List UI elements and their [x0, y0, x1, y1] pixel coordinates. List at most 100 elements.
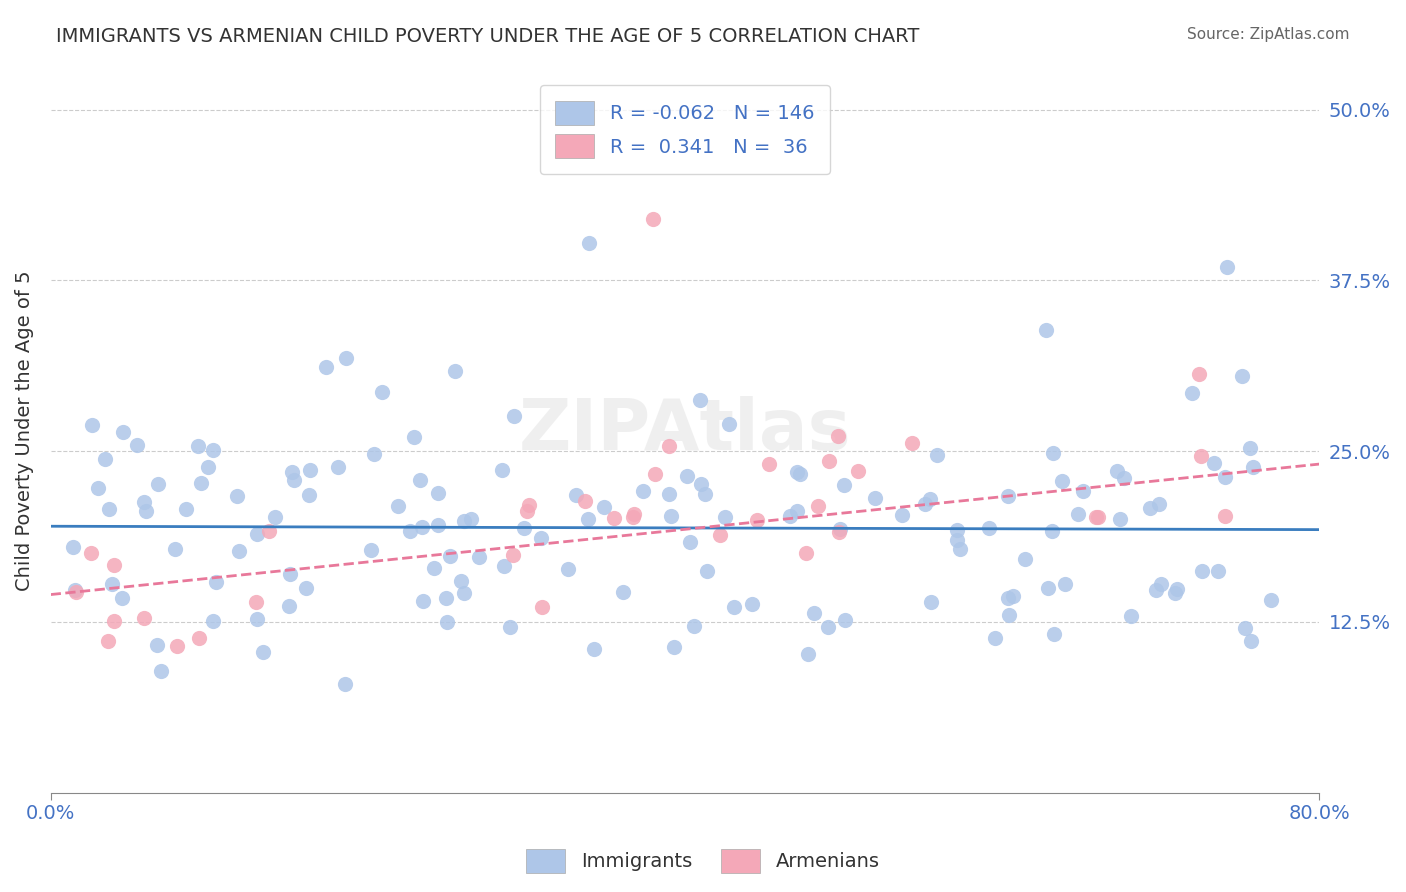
Point [409, 474, 432, 488]
Point [998, 607, 1021, 622]
Point [662, 640, 685, 655]
Point [696, 564, 718, 578]
Point [197, 459, 219, 474]
Point [1213, 508, 1236, 523]
Point [263, 510, 285, 524]
Point [201, 614, 224, 628]
Point [1166, 582, 1188, 596]
Point [387, 499, 409, 513]
Point [945, 533, 967, 547]
Point [984, 631, 1007, 645]
Point [530, 531, 553, 545]
Point [225, 489, 247, 503]
Point [827, 429, 849, 443]
Legend: R = -0.062   N = 146, R =  0.341   N =  36: R = -0.062 N = 146, R = 0.341 N = 36 [540, 86, 830, 174]
Point [283, 473, 305, 487]
Point [890, 508, 912, 523]
Point [1014, 551, 1036, 566]
Point [676, 469, 699, 483]
Point [315, 359, 337, 374]
Point [453, 514, 475, 528]
Point [693, 487, 716, 501]
Point [1067, 507, 1090, 521]
Point [901, 436, 924, 450]
Point [658, 487, 681, 501]
Point [103, 558, 125, 572]
Point [1112, 471, 1135, 485]
Point [1189, 450, 1212, 464]
Point [623, 507, 645, 521]
Point [516, 504, 538, 518]
Point [997, 591, 1019, 606]
Point [423, 561, 446, 575]
Text: ZIPAtlas: ZIPAtlas [519, 396, 851, 465]
Point [818, 454, 841, 468]
Point [502, 409, 524, 423]
Point [135, 504, 157, 518]
Point [723, 599, 745, 614]
Point [453, 586, 475, 600]
Point [949, 541, 972, 556]
Point [679, 534, 702, 549]
Point [1202, 456, 1225, 470]
Point [491, 463, 513, 477]
Point [643, 211, 665, 226]
Point [404, 430, 426, 444]
Point [779, 509, 801, 524]
Point [997, 489, 1019, 503]
Point [1050, 474, 1073, 488]
Point [927, 448, 949, 462]
Point [1191, 564, 1213, 578]
Point [914, 497, 936, 511]
Point [201, 442, 224, 457]
Point [1149, 577, 1171, 591]
Point [789, 467, 811, 482]
Point [187, 439, 209, 453]
Point [631, 483, 654, 498]
Point [65, 585, 87, 599]
Point [299, 463, 322, 477]
Point [80, 546, 103, 560]
Point [1213, 469, 1236, 483]
Point [1216, 260, 1239, 274]
Point [494, 558, 516, 573]
Point [582, 642, 605, 657]
Point [103, 614, 125, 628]
Point [786, 465, 808, 479]
Point [557, 562, 579, 576]
Point [246, 612, 269, 626]
Point [188, 631, 211, 645]
Point [127, 438, 149, 452]
Point [1085, 510, 1108, 524]
Point [832, 477, 855, 491]
Point [1240, 633, 1263, 648]
Point [1001, 589, 1024, 603]
Point [100, 576, 122, 591]
Point [204, 575, 226, 590]
Point [1036, 582, 1059, 596]
Point [62, 541, 84, 555]
Point [1109, 512, 1132, 526]
Point [803, 607, 825, 621]
Point [1230, 368, 1253, 383]
Point [1119, 609, 1142, 624]
Point [797, 648, 820, 662]
Point [1087, 510, 1109, 524]
Point [246, 526, 269, 541]
Point [1054, 577, 1077, 591]
Point [277, 599, 299, 613]
Point [280, 566, 302, 581]
Point [828, 522, 851, 536]
Point [1241, 459, 1264, 474]
Point [411, 520, 433, 534]
Point [714, 510, 737, 524]
Point [502, 549, 524, 563]
Point [298, 488, 321, 502]
Point [427, 485, 450, 500]
Point [326, 459, 349, 474]
Point [578, 236, 600, 251]
Point [918, 491, 941, 506]
Point [335, 351, 357, 365]
Point [1042, 446, 1064, 460]
Point [166, 639, 188, 653]
